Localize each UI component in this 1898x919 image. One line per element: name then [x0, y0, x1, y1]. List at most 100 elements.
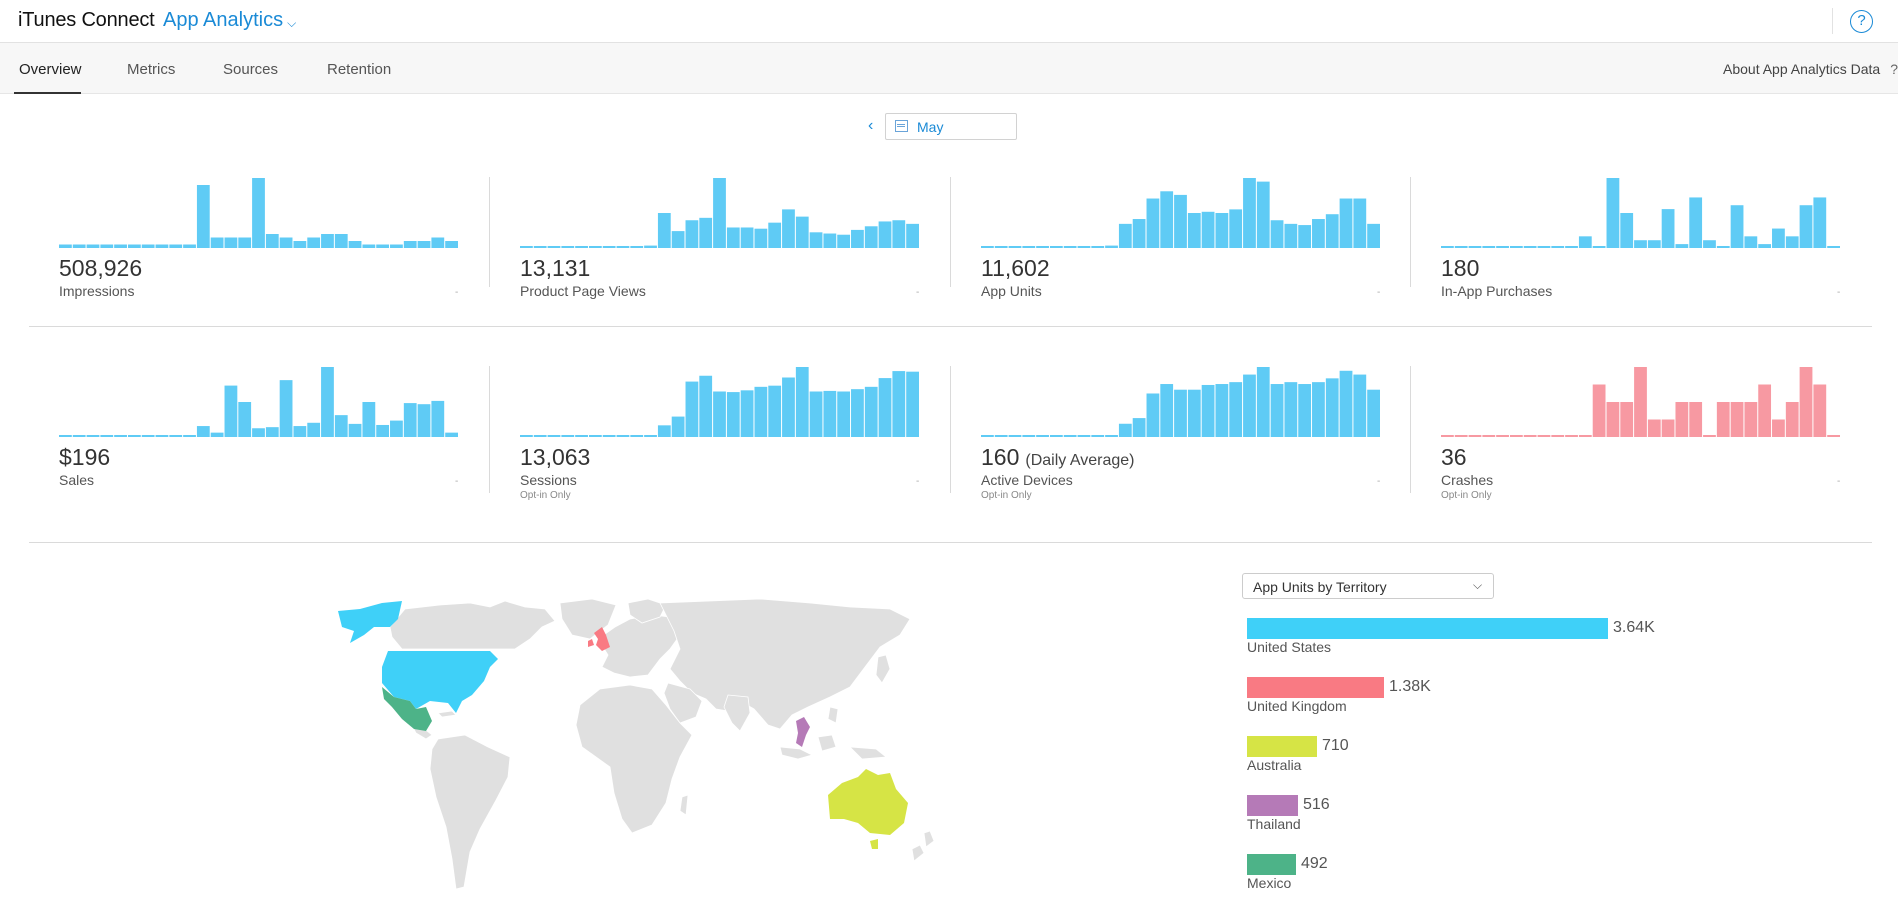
- map-region-europe[interactable]: [597, 614, 681, 678]
- map-region-new-zealand-south[interactable]: [911, 844, 925, 862]
- map-region-south-america[interactable]: [429, 734, 511, 890]
- spark-bar: [1022, 246, 1036, 248]
- map-region-thailand[interactable]: [796, 717, 810, 747]
- spark-bar: [892, 371, 906, 437]
- map-region-japan[interactable]: [875, 654, 891, 684]
- map-region-australia[interactable]: [828, 769, 908, 835]
- spark-bar: [321, 367, 334, 437]
- territory-metric-select[interactable]: App Units by Territory ⌵: [1242, 573, 1494, 599]
- axis-end-mark: -: [1377, 287, 1381, 298]
- spark-bar: [864, 386, 878, 437]
- territory-row[interactable]: 3.64K United States: [1247, 618, 1847, 668]
- spark-bar: [1339, 198, 1353, 248]
- spark-bar: [183, 244, 196, 248]
- date-picker-label: May: [917, 119, 944, 135]
- spark-bar: [238, 237, 252, 248]
- map-region-caribbean[interactable]: [437, 710, 457, 718]
- map-region-ireland[interactable]: [588, 639, 594, 647]
- territory-row[interactable]: 516 Thailand: [1247, 795, 1847, 845]
- spark-bar: [1716, 402, 1730, 437]
- spark-bar: [348, 423, 362, 438]
- spark-bar: [795, 367, 809, 437]
- metric-in-app-purchases[interactable]: 180 In-App Purchases -: [1441, 175, 1841, 315]
- opt-in-note: Opt-in Only: [1441, 490, 1492, 501]
- sparkline-app-units: [981, 178, 1380, 248]
- map-region-new-guinea[interactable]: [848, 746, 888, 760]
- spark-bar: [1091, 246, 1105, 248]
- map-region-mexico[interactable]: [382, 687, 432, 731]
- spark-bar: [616, 435, 630, 437]
- spark-bar: [238, 402, 252, 437]
- territory-row[interactable]: 1.38K United Kingdom: [1247, 677, 1847, 727]
- axis-end-mark: -: [455, 476, 459, 487]
- metric-active-devices[interactable]: 160 (Daily Average) Active Devices Opt-in…: [981, 364, 1381, 504]
- map-region-new-zealand[interactable]: [923, 830, 935, 848]
- spark-bar: [644, 245, 657, 248]
- spark-bar: [1187, 389, 1201, 437]
- map-region-borneo[interactable]: [817, 734, 837, 752]
- map-region-asia[interactable]: [659, 598, 911, 730]
- map-region-india[interactable]: [723, 694, 751, 732]
- date-picker[interactable]: May: [885, 113, 1017, 140]
- spark-bar: [533, 435, 547, 437]
- map-region-indonesia[interactable]: [779, 746, 814, 760]
- axis-end-mark: -: [916, 476, 920, 487]
- territory-name: Thailand: [1247, 816, 1301, 832]
- app-switcher[interactable]: App Analytics ⌵: [163, 9, 296, 32]
- spark-bar: [795, 216, 809, 248]
- map-region-united-kingdom[interactable]: [594, 627, 610, 651]
- spark-bar: [768, 222, 782, 248]
- spark-bar: [754, 386, 768, 437]
- metric-impressions[interactable]: 508,926 Impressions -: [59, 175, 459, 315]
- tab-overview[interactable]: Overview: [19, 61, 82, 78]
- map-region-philippines[interactable]: [827, 706, 839, 724]
- spark-bar: [837, 234, 851, 248]
- map-region-africa[interactable]: [575, 684, 693, 834]
- metric-app-units[interactable]: 11,602 App Units -: [981, 175, 1381, 315]
- divider: [29, 326, 1872, 327]
- spark-bar: [1049, 246, 1063, 248]
- spark-bar: [1744, 236, 1758, 248]
- metric-sales[interactable]: $196 Sales -: [59, 364, 459, 504]
- metric-name: Crashes: [1441, 472, 1494, 488]
- spark-bar: [1441, 435, 1454, 437]
- tab-sources[interactable]: Sources: [223, 61, 279, 78]
- spark-bar: [1758, 384, 1772, 437]
- tab-retention[interactable]: Retention: [327, 61, 392, 78]
- spark-bar: [740, 227, 754, 248]
- app-switcher-label: App Analytics: [163, 9, 284, 31]
- territory-row[interactable]: 710 Australia: [1247, 736, 1847, 786]
- previous-period-button[interactable]: ‹: [868, 117, 874, 134]
- map-region-madagascar[interactable]: [679, 794, 689, 816]
- metric-value-number: 508,926: [59, 255, 143, 281]
- map-region-tasmania[interactable]: [870, 839, 878, 849]
- map-region-alaska[interactable]: [338, 601, 402, 643]
- about-data-link[interactable]: About App Analytics Data?: [1723, 61, 1898, 77]
- spark-bar: [86, 244, 100, 248]
- help-button[interactable]: ?: [1850, 10, 1873, 33]
- territory-row[interactable]: 492 Mexico: [1247, 854, 1847, 904]
- spark-bar: [1284, 223, 1298, 248]
- spark-bar: [851, 389, 864, 437]
- metric-sessions[interactable]: 13,063 Sessions Opt-in Only -: [520, 364, 920, 504]
- map-region-scandinavia[interactable]: [627, 598, 667, 624]
- spark-bar: [362, 244, 376, 248]
- map-region-united-states[interactable]: [382, 651, 498, 713]
- spark-bar: [547, 435, 561, 437]
- spark-bar: [1187, 213, 1201, 248]
- map-region-middle-east[interactable]: [663, 682, 703, 724]
- tab-metrics[interactable]: Metrics: [127, 61, 176, 78]
- spark-bar: [1160, 191, 1174, 248]
- metric-product-page-views[interactable]: 13,131 Product Page Views -: [520, 175, 920, 315]
- spark-bar: [644, 435, 657, 437]
- map-region-canada[interactable]: [389, 600, 556, 650]
- metric-crashes[interactable]: 36 Crashes Opt-in Only -: [1441, 364, 1841, 504]
- spark-bar: [1799, 367, 1813, 437]
- metric-value-number: 13,131: [520, 255, 591, 281]
- spark-bar: [823, 233, 837, 248]
- metric-value-suffix: (Daily Average): [1025, 452, 1135, 469]
- spark-bar: [252, 428, 265, 437]
- spark-bar: [307, 422, 321, 437]
- spark-bar: [279, 237, 293, 248]
- spark-bar: [376, 244, 390, 248]
